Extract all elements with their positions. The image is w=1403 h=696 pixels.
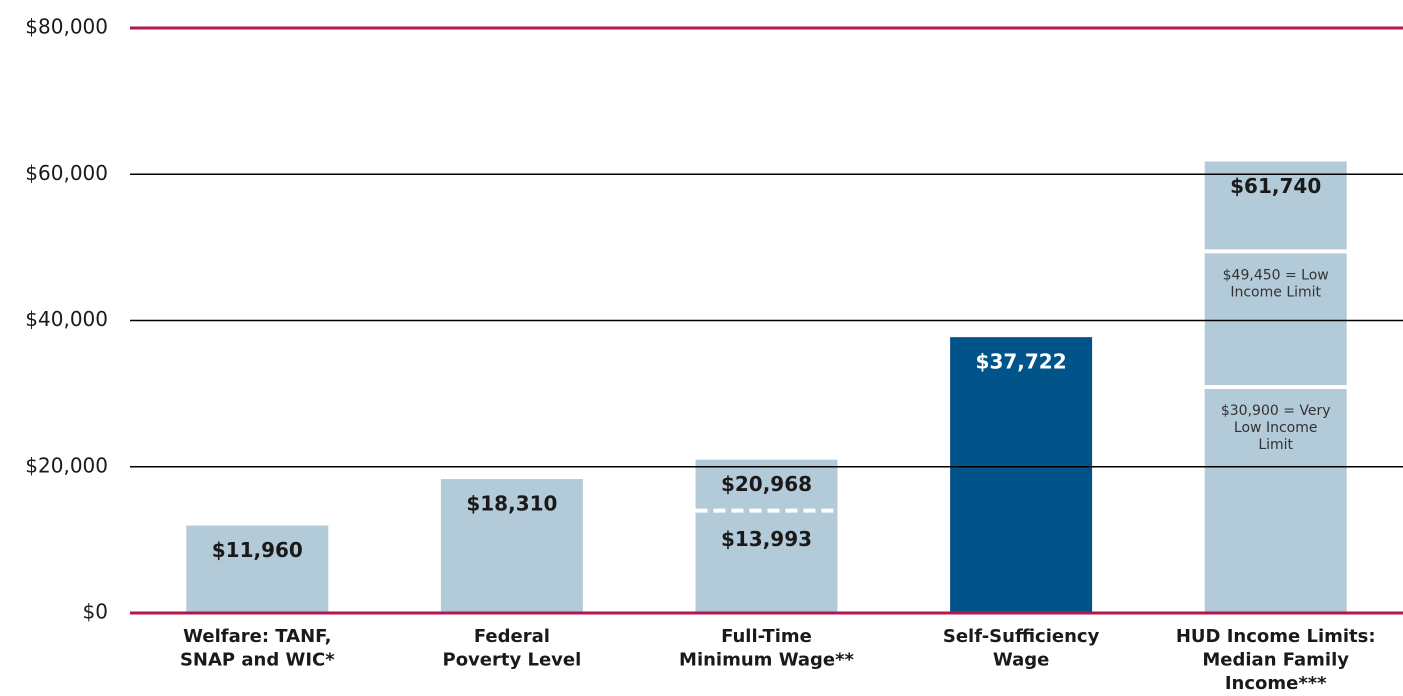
value-label: $37,722 [976, 350, 1067, 374]
threshold-label: $30,900 = Very [1221, 403, 1331, 419]
bar [695, 459, 838, 613]
x-tick-label: HUD Income Limits: [1176, 626, 1376, 647]
y-tick-label: $40,000 [25, 307, 108, 331]
threshold-label: Limit [1258, 437, 1293, 453]
value-label: $11,960 [212, 538, 303, 562]
value-label: $18,310 [466, 492, 557, 516]
threshold-label: Low Income [1234, 420, 1318, 436]
bar [440, 479, 583, 613]
bar [186, 525, 329, 613]
y-tick-label: $60,000 [25, 161, 108, 185]
x-tick-label: Wage [993, 650, 1049, 671]
x-tick-label: Median Family [1202, 650, 1349, 671]
x-tick-label: Minimum Wage** [679, 650, 855, 671]
y-tick-label: $0 [83, 600, 108, 624]
x-tick-label: Federal [474, 626, 550, 647]
x-tick-label: SNAP and WIC* [180, 650, 335, 671]
y-tick-label: $20,000 [25, 453, 108, 477]
threshold-label: $13,993 [721, 527, 812, 551]
x-tick-label: Full-Time [721, 626, 812, 647]
x-tick-label: Self-Sufficiency [943, 626, 1100, 647]
threshold-label: Income Limit [1230, 284, 1321, 300]
value-label: $61,740 [1230, 174, 1321, 198]
x-tick-label: Welfare: TANF, [183, 626, 331, 647]
y-tick-label: $80,000 [25, 15, 108, 39]
x-tick-label: Poverty Level [443, 650, 582, 671]
value-label: $20,968 [721, 472, 812, 496]
bar [950, 337, 1093, 613]
x-tick-label: Income*** [1225, 673, 1327, 694]
threshold-label: $49,450 = Low [1223, 267, 1329, 283]
